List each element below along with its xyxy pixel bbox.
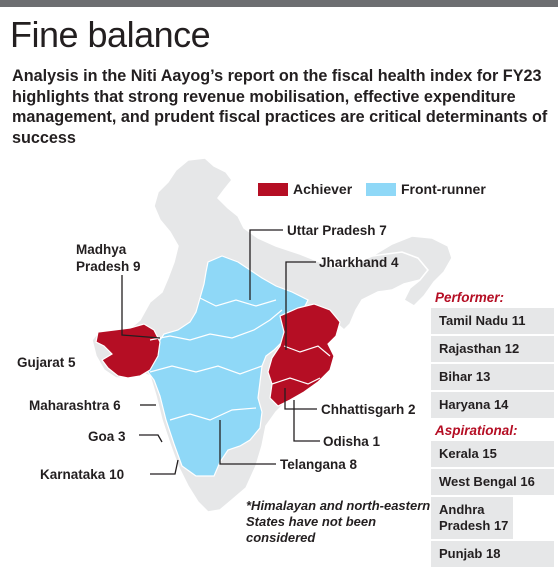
up-rank: 7 (379, 223, 387, 238)
page-title: Fine balance (10, 14, 211, 55)
list-item: Bihar 13 (431, 364, 554, 392)
state-borders (149, 297, 331, 421)
front-runner-states (147, 255, 309, 477)
gujarat-rank: 5 (68, 355, 76, 370)
telangana-rank: 8 (349, 457, 358, 472)
performer-name: Tamil Nadu (439, 313, 509, 328)
jharkhand-name: Jharkhand (319, 255, 388, 270)
performer-heading: Performer: (435, 290, 505, 305)
telangana-name: Telangana (280, 457, 346, 472)
aspirational-name: Andhra Pradesh (439, 502, 491, 533)
mp-rank: 9 (133, 259, 141, 274)
performer-name: Rajasthan (439, 341, 502, 356)
label-madhya-pradesh: Madhya Pradesh 9 (76, 241, 141, 275)
maharashtra-name: Maharashtra (29, 398, 110, 413)
chhattisgarh-rank: 2 (408, 402, 416, 417)
gujarat-name: Gujarat (17, 355, 65, 370)
aspirational-rank: 18 (485, 546, 501, 561)
list-item: Rajasthan 12 (431, 336, 554, 364)
aspirational-rank: 17 (493, 518, 509, 533)
aspirational-heading: Aspirational: (435, 423, 518, 438)
performer-name: Bihar (439, 369, 473, 384)
karnataka-name: Karnataka (40, 467, 106, 482)
footnote: *Himalayan and north-eastern States have… (246, 498, 431, 545)
subtitle: Analysis in the Niti Aayog’s report on t… (12, 67, 548, 147)
list-item: Tamil Nadu 11 (431, 308, 554, 336)
legend-label-front-runner: Front-runner (401, 181, 486, 197)
performer-name: Haryana (439, 397, 491, 412)
aspirational-rank: 16 (520, 474, 535, 489)
legend-front-runner: Front-runner (366, 180, 486, 198)
label-jharkhand: Jharkhand 4 (319, 254, 399, 271)
performer-rank: 12 (504, 341, 520, 356)
odisha-rank: 1 (372, 434, 381, 449)
label-maharashtra: Maharashtra 6 (29, 397, 121, 414)
goa-rank: 3 (118, 429, 126, 444)
aspirational-name: West Bengal (439, 474, 517, 489)
performer-rank: 14 (493, 397, 509, 412)
aspirational-name: Kerala (439, 446, 479, 461)
performer-rank: 11 (511, 313, 526, 328)
label-gujarat: Gujarat 5 (17, 354, 76, 371)
jharkhand-rank: 4 (391, 255, 399, 270)
label-odisha: Odisha 1 (323, 433, 380, 450)
label-uttar-pradesh: Uttar Pradesh 7 (287, 222, 387, 239)
gujarat-region (95, 323, 161, 379)
label-karnataka: Karnataka 10 (40, 466, 124, 483)
aspirational-name: Punjab (439, 546, 483, 561)
aspirational-rank: 15 (482, 446, 497, 461)
list-item: Punjab 18 (431, 541, 554, 567)
label-chhattisgarh: Chhattisgarh 2 (321, 401, 416, 418)
legend-label-achiever: Achiever (293, 181, 353, 197)
maharashtra-rank: 6 (113, 398, 121, 413)
label-telangana: Telangana 8 (280, 456, 357, 473)
legend-achiever: Achiever (258, 180, 352, 198)
top-bar (0, 0, 558, 7)
legend-swatch-front-runner (366, 182, 396, 196)
list-item: West Bengal 16 (431, 469, 554, 497)
leader-lines (121, 229, 320, 475)
mp-name-line1: Madhya (76, 242, 127, 257)
karnataka-rank: 10 (109, 467, 125, 482)
legend-swatch-achiever (258, 182, 288, 196)
list-item: Kerala 15 (431, 441, 554, 469)
chhattisgarh-name: Chhattisgarh (321, 402, 405, 417)
list-item: Andhra Pradesh 17 (431, 497, 513, 541)
goa-name: Goa (88, 429, 115, 444)
performer-rank: 13 (475, 369, 491, 384)
northeast-region (371, 235, 453, 307)
up-name: Uttar Pradesh (287, 223, 376, 238)
ranking-panel: Performer: Tamil Nadu 11 Rajasthan 12 Bi… (431, 287, 554, 567)
mp-name-line2: Pradesh (76, 259, 130, 274)
list-item: Haryana 14 (431, 392, 554, 420)
label-goa: Goa 3 (88, 428, 126, 445)
odisha-name: Odisha (323, 434, 369, 449)
